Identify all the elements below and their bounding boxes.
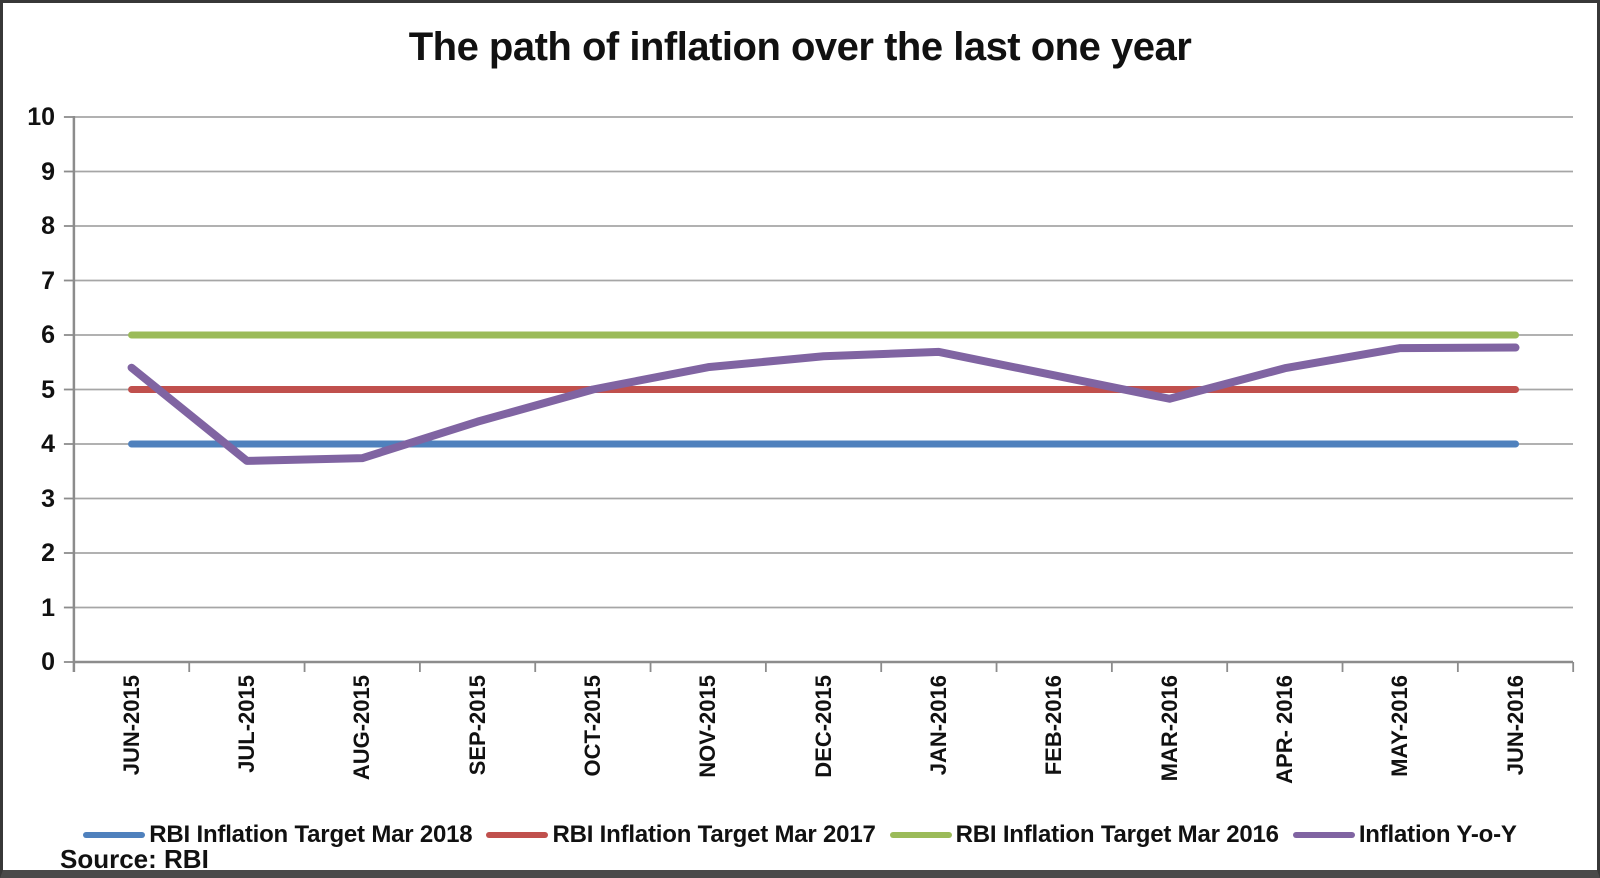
legend-item: RBI Inflation Target Mar 2017 (486, 821, 876, 849)
y-axis-tick-label: 3 (41, 484, 55, 513)
y-axis-tick-label: 8 (41, 212, 55, 240)
plot-area (63, 116, 1575, 672)
y-axis-tick-label: 5 (41, 375, 55, 404)
legend-item: Inflation Y-o-Y (1292, 821, 1517, 849)
legend-label: RBI Inflation Target Mar 2017 (552, 821, 876, 848)
legend-item: RBI Inflation Target Mar 2018 (83, 821, 473, 849)
legend-line-swatch (889, 832, 952, 838)
series-line-inflation-y-o-y (127, 343, 1520, 465)
legend-item: RBI Inflation Target Mar 2016 (889, 821, 1279, 849)
legend-label: Inflation Y-o-Y (1358, 821, 1517, 848)
legend-line-swatch (486, 832, 549, 838)
legend-line-swatch (1292, 832, 1355, 838)
y-axis-tick-label: 0 (41, 648, 55, 676)
legend-label: RBI Inflation Target Mar 2016 (955, 821, 1279, 848)
source-note: Source: RBI (60, 844, 209, 874)
y-axis-tick-label: 6 (41, 321, 55, 349)
y-axis-tick-label: 1 (41, 593, 55, 622)
y-axis-tick-label: 4 (41, 430, 55, 458)
y-axis-tick-label: 2 (41, 539, 55, 567)
y-axis-tick-label: 9 (41, 157, 55, 186)
y-axis-tick-label: 7 (41, 266, 55, 295)
legend-label: RBI Inflation Target Mar 2018 (149, 821, 473, 848)
y-axis-tick-label: 10 (27, 103, 55, 131)
chart-legend: RBI Inflation Target Mar 2018 RBI Inflati… (3, 821, 1597, 849)
legend-line-swatch (83, 832, 146, 838)
chart-title: The path of inflation over the last one … (408, 25, 1192, 69)
